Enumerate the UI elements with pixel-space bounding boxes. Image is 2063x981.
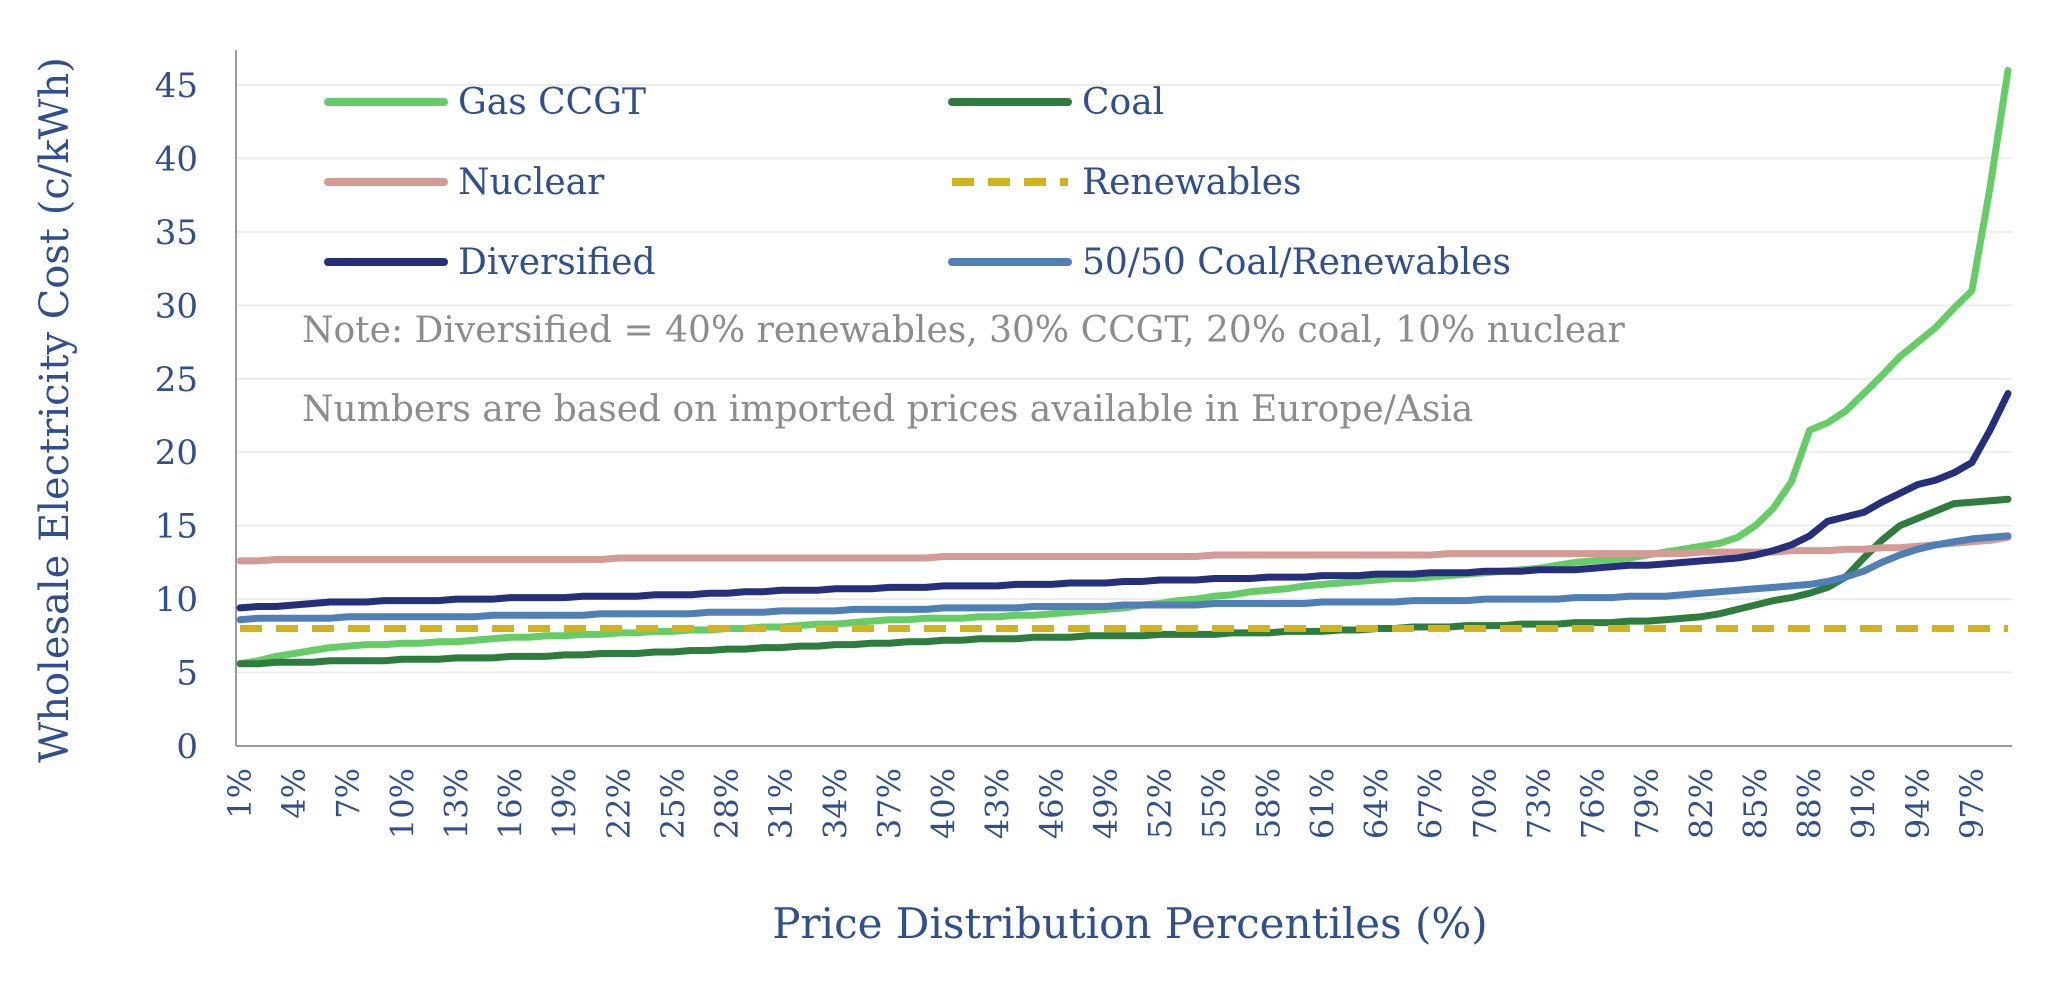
x-tick-label: 70% <box>1466 768 1504 839</box>
chart-notes: Note: Diversified = 40% renewables, 30% … <box>302 310 1625 430</box>
y-tick-labels: 0 5 10 15 20 25 30 35 40 45 <box>155 66 198 767</box>
x-tick-label: 13% <box>437 768 475 839</box>
chart-note: Numbers are based on imported prices ava… <box>302 389 1473 430</box>
x-tick-label: 40% <box>925 768 963 839</box>
x-tick-label: 49% <box>1087 768 1125 839</box>
y-tick-label: 20 <box>155 433 198 473</box>
series-line-diversified <box>236 390 2012 612</box>
series-line-nuclear <box>236 533 2012 565</box>
series-lines <box>236 66 2012 668</box>
series-line-coal <box>236 495 2012 668</box>
y-tick-label: 25 <box>155 360 198 400</box>
x-tick-label: 61% <box>1303 768 1341 839</box>
y-tick-label: 30 <box>155 286 198 326</box>
x-tick-label: 55% <box>1195 768 1233 839</box>
x-tick-label: 88% <box>1791 768 1829 839</box>
legend-label: 50/50 Coal/Renewables <box>1082 242 1511 283</box>
x-tick-label: 7% <box>329 768 367 819</box>
legend-label: Coal <box>1082 82 1164 123</box>
x-tick-label: 58% <box>1249 768 1287 839</box>
legend-label: Nuclear <box>458 162 605 203</box>
x-tick-label: 19% <box>546 768 584 839</box>
x-tick-label: 28% <box>708 768 746 839</box>
y-axis-title: Wholesale Electricity Cost (c/kWh) <box>32 57 78 763</box>
legend-label: Diversified <box>458 242 656 283</box>
x-tick-label: 91% <box>1845 768 1883 839</box>
y-tick-label: 45 <box>155 66 198 106</box>
x-tick-label: 25% <box>654 768 692 839</box>
series-line-50-50-coal-renewables <box>236 532 2012 624</box>
x-tick-label: 94% <box>1899 768 1937 839</box>
x-tick-label: 73% <box>1520 768 1558 839</box>
x-tick-label: 79% <box>1628 768 1666 839</box>
x-tick-label: 52% <box>1141 768 1179 839</box>
y-tick-label: 40 <box>155 139 198 179</box>
y-tick-label: 10 <box>155 580 198 620</box>
x-tick-label: 37% <box>870 768 908 839</box>
x-tick-label: 67% <box>1412 768 1450 839</box>
legend: Gas CCGT Coal Nuclear Renewables Diversified… <box>324 82 1511 283</box>
x-tick-label: 97% <box>1953 768 1991 839</box>
x-tick-label: 31% <box>762 768 800 839</box>
x-tick-label: 1% <box>221 768 259 819</box>
y-tick-label: 35 <box>155 213 198 253</box>
y-tick-label: 15 <box>155 507 198 547</box>
chart-note: Note: Diversified = 40% renewables, 30% … <box>302 310 1625 351</box>
x-tick-label: 22% <box>600 768 638 839</box>
x-tick-label: 4% <box>275 768 313 819</box>
x-tick-label: 85% <box>1736 768 1774 839</box>
x-tick-label: 16% <box>492 768 530 839</box>
x-tick-label: 82% <box>1682 768 1720 839</box>
y-tick-label: 5 <box>176 654 198 694</box>
y-tick-label: 0 <box>176 727 198 767</box>
legend-label: Renewables <box>1082 162 1302 203</box>
x-tick-labels: 1% 4% 7% 10% 13% 16% 19% 22% 25% 28% 31% 34% 37% 40% 4… <box>221 768 1991 839</box>
x-tick-label: 43% <box>979 768 1017 839</box>
legend-label: Gas CCGT <box>458 82 646 123</box>
x-axis-title: Price Distribution Percentiles (%) <box>772 899 1487 948</box>
axes <box>235 50 2012 747</box>
x-tick-label: 34% <box>816 768 854 839</box>
x-tick-label: 46% <box>1033 768 1071 839</box>
x-tick-label: 64% <box>1358 768 1396 839</box>
x-tick-label: 10% <box>383 768 421 839</box>
x-tick-label: 76% <box>1574 768 1612 839</box>
